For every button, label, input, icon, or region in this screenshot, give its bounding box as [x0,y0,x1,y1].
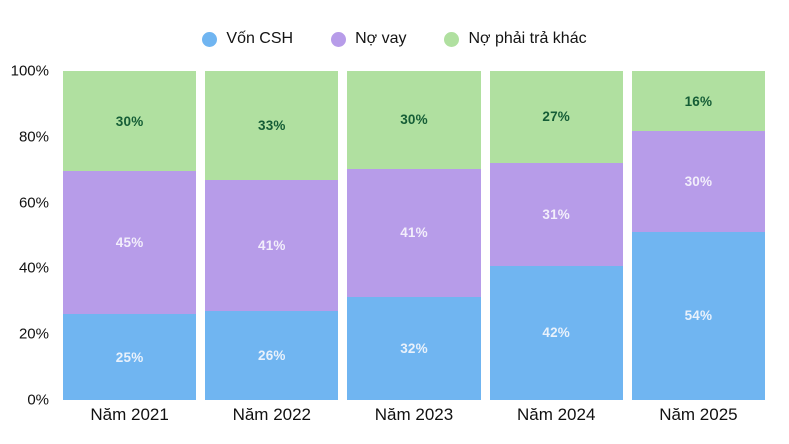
segment-label: 30% [684,174,713,190]
x-label-nam-2021: Năm 2021 [90,405,169,424]
y-tick-20: 20% [18,325,49,343]
segment-label: 45% [115,235,144,251]
bar-nam-2024: 27% 31% 42% [489,71,623,401]
x-label-nam-2022: Năm 2022 [232,405,312,424]
segment-no-phai-tra-khac-2025[interactable]: 16% [631,71,766,132]
y-tick-40: 40% [18,259,49,277]
segment-label: 31% [542,206,571,222]
segment-label: 25% [115,349,144,365]
segment-von-csh-2021[interactable]: 25% [63,314,197,400]
segment-label: 30% [400,112,428,128]
x-label-nam-2025: Năm 2025 [659,405,738,424]
segment-von-csh-2022[interactable]: 26% [205,311,339,400]
segment-von-csh-2024[interactable]: 42% [489,265,623,401]
chart-legend: Vốn CSH Nợ vay Nợ phải trả khác [0,30,789,48]
legend-item-no-phai-tra-khac[interactable]: Nợ phải trả khác [444,30,587,48]
segment-label: 26% [257,348,286,364]
y-tick-80: 80% [18,128,49,146]
segment-label: 41% [400,225,428,241]
segment-label: 54% [684,308,713,324]
legend-swatch-purple-icon [331,31,347,47]
legend-item-no-vay[interactable]: Nợ vay [331,30,406,48]
bar-nam-2023: 30% 41% 32% [347,71,481,400]
legend-label-no-phai-tra-khac: Nợ phải trả khác [468,30,587,47]
bar-nam-2022: 33% 41% 26% [205,71,339,400]
legend-label-no-vay: Nợ vay [355,30,407,47]
segment-von-csh-2023[interactable]: 32% [347,296,481,400]
plot-area: 30% 45% 25% 33% 41% 26% 30% 41% [63,71,766,401]
segment-no-phai-tra-khac-2022[interactable]: 33% [205,71,339,180]
segment-von-csh-2025[interactable]: 54% [631,231,766,400]
x-label-nam-2023: Năm 2023 [374,405,454,424]
bars-container: 30% 45% 25% 33% 41% 26% 30% 41% [63,71,766,401]
segment-label: 32% [400,340,428,356]
y-tick-0: 0% [27,391,49,409]
segment-no-vay-2022[interactable]: 41% [205,179,339,312]
legend-swatch-green-icon [444,31,460,47]
x-label-nam-2024: Năm 2024 [516,405,596,424]
legend-item-von-csh[interactable]: Vốn CSH [202,30,293,48]
segment-no-phai-tra-khac-2024[interactable]: 27% [489,71,623,163]
segment-label: 42% [542,325,571,341]
segment-label: 30% [115,113,144,129]
segment-no-phai-tra-khac-2021[interactable]: 30% [63,71,197,172]
segment-no-vay-2025[interactable]: 30% [631,131,766,232]
bar-nam-2025: 16% 30% 54% [631,71,766,400]
segment-label: 16% [684,93,713,109]
segment-label: 33% [257,117,286,133]
legend-swatch-blue-icon [202,31,218,47]
y-tick-60: 60% [18,194,49,212]
segment-no-vay-2023[interactable]: 41% [347,168,481,297]
y-tick-100: 100% [10,62,49,80]
segment-label: 41% [257,237,286,253]
segment-no-phai-tra-khac-2023[interactable]: 30% [347,71,481,169]
x-axis: Năm 2021 Năm 2022 Năm 2023 Năm 2024 Năm … [63,405,765,425]
segment-no-vay-2021[interactable]: 45% [63,171,197,314]
segment-label: 27% [542,109,571,125]
segment-no-vay-2024[interactable]: 31% [489,162,623,266]
bar-nam-2021: 30% 45% 25% [63,71,197,400]
legend-label-von-csh: Vốn CSH [226,30,294,47]
y-axis: 100% 80% 60% 40% 20% 0% [0,63,55,409]
